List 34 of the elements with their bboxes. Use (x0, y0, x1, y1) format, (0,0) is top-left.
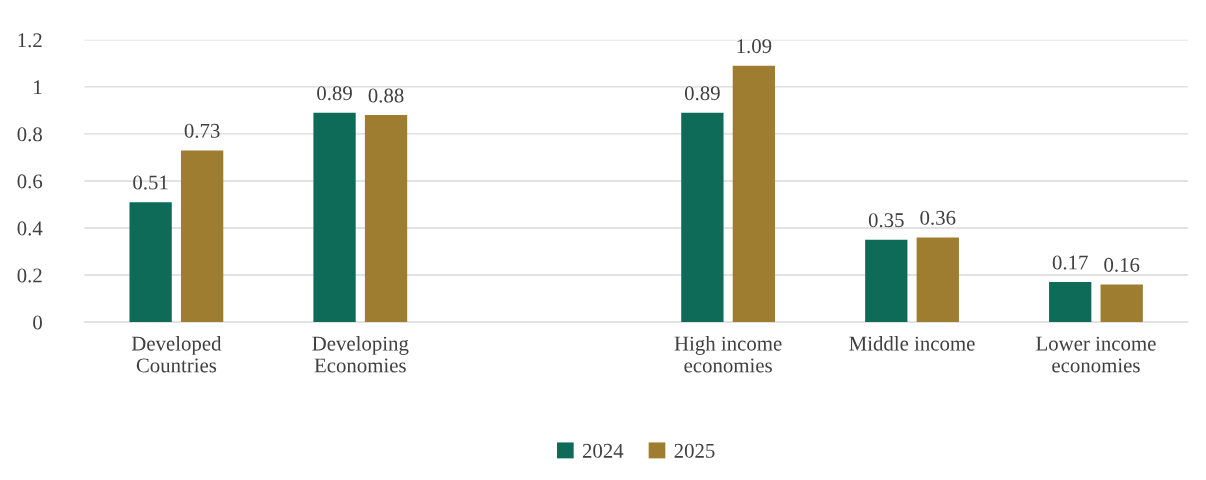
bar (364, 115, 408, 323)
x-tick-label: Lower income economies (1036, 336, 1156, 373)
data-label: 0.73 (184, 123, 220, 138)
legend-label: 2024 (582, 443, 624, 458)
bar (129, 202, 172, 323)
x-tick-label: Developing Economies (312, 335, 409, 373)
data-label: 0.88 (368, 88, 404, 103)
bar (180, 150, 224, 323)
x-tick-label: Developed Countries (131, 335, 222, 373)
legend-label: 2025 (674, 443, 715, 458)
data-label: 0.51 (133, 175, 168, 190)
bar (1049, 282, 1092, 323)
y-tick-label: 0.4 (17, 221, 43, 236)
x-tick-label: Middle income (849, 335, 975, 351)
data-label: 0.35 (868, 213, 904, 228)
x-tick-label: High income economies (674, 335, 782, 373)
data-label: 0.17 (1052, 255, 1088, 270)
data-label: 0.89 (317, 86, 352, 101)
data-label: 1.09 (737, 39, 772, 54)
bar (1100, 284, 1143, 323)
bar (916, 237, 959, 323)
y-tick-label: 1 (34, 80, 42, 95)
y-tick-label: 0.6 (17, 174, 43, 189)
data-label: 0.36 (920, 210, 956, 225)
data-label: 0.89 (684, 86, 720, 101)
bar (313, 112, 356, 323)
data-label: 0.16 (1104, 257, 1140, 272)
bar (865, 239, 908, 323)
y-tick-label: 0 (33, 315, 42, 330)
y-tick-label: 1.2 (18, 33, 42, 48)
bar (732, 65, 776, 323)
y-tick-label: 0.2 (17, 268, 42, 283)
bar (681, 112, 724, 323)
y-tick-label: 0.8 (17, 127, 42, 142)
